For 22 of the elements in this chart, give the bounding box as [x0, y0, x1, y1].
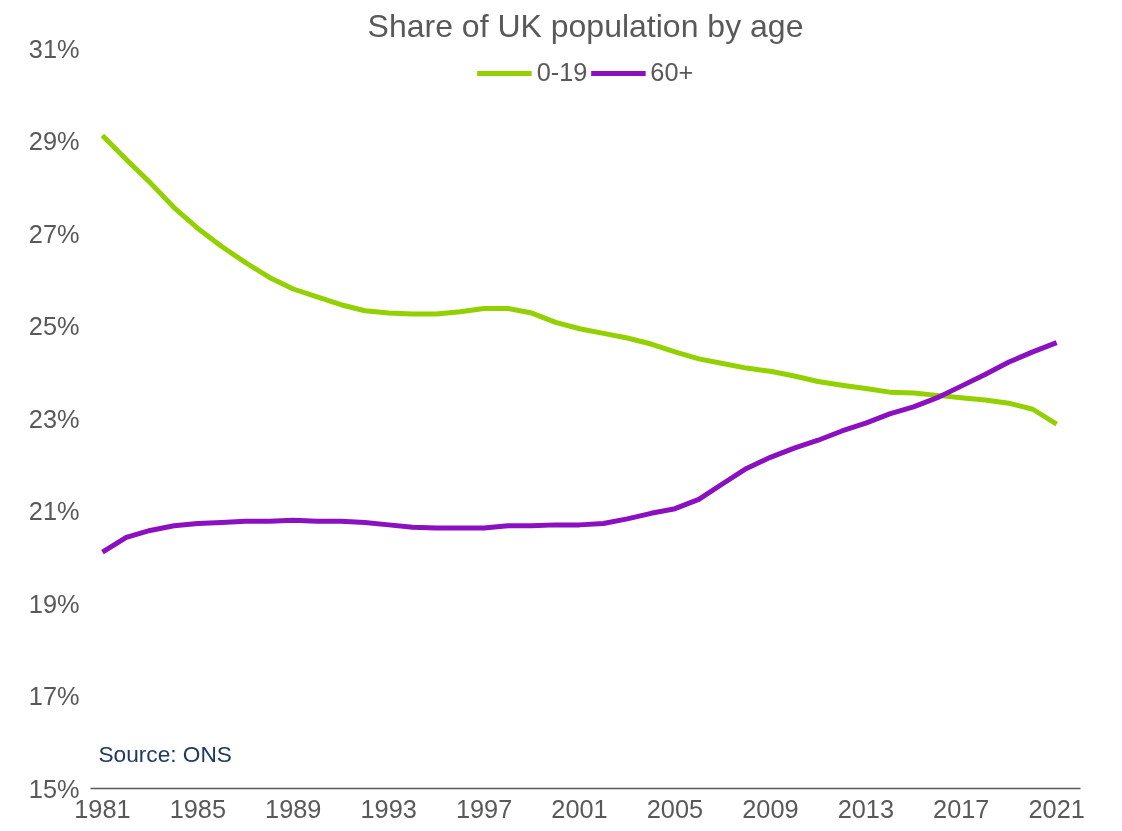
x-tick-label: 2013: [837, 794, 894, 823]
y-tick-label: 27%: [28, 219, 80, 248]
x-tick-label: 1997: [455, 794, 513, 823]
y-tick-label: 19%: [28, 589, 80, 618]
y-tick-label: 25%: [28, 312, 80, 340]
x-tick-label: 2021: [1028, 794, 1085, 823]
x-tick-label: 2017: [933, 794, 990, 823]
y-tick-label: 23%: [28, 404, 80, 433]
annotation: Source: ONS: [98, 740, 232, 767]
x-tick-label: 1993: [360, 794, 417, 823]
legend-label: 60+: [650, 58, 694, 87]
legend-label: 0-19: [536, 58, 588, 87]
x-tick-label: 2009: [742, 794, 799, 823]
chart-title: Share of UK population by age: [367, 7, 804, 44]
y-tick-label: 31%: [28, 34, 80, 63]
x-tick-label: 2001: [551, 794, 608, 823]
x-tick-label: 1989: [265, 794, 322, 823]
x-tick-label: 1985: [169, 794, 227, 823]
x-tick-label: 2005: [646, 794, 704, 823]
y-tick-label: 21%: [28, 497, 80, 525]
y-tick-label: 17%: [28, 682, 80, 710]
y-tick-label: 29%: [28, 127, 80, 155]
